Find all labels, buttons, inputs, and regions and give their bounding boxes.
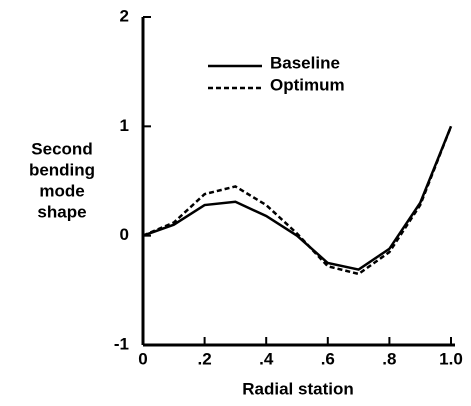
legend-label: Baseline bbox=[270, 53, 340, 72]
y-axis-label: shape bbox=[37, 202, 86, 221]
y-axis-label: mode bbox=[39, 181, 84, 200]
y-axis-label: Second bbox=[31, 139, 92, 158]
x-tick-label: 0 bbox=[138, 349, 147, 368]
x-tick-label: .8 bbox=[382, 349, 396, 368]
y-tick-label: 0 bbox=[120, 225, 129, 244]
y-tick-label: 2 bbox=[120, 6, 129, 25]
series-line bbox=[142, 125, 453, 276]
x-tick-label: 1.0 bbox=[439, 349, 463, 368]
legend-label: Optimum bbox=[270, 75, 345, 94]
x-tick-label: .2 bbox=[198, 349, 212, 368]
y-tick-label: 1 bbox=[120, 116, 129, 135]
x-tick-label: .4 bbox=[259, 349, 274, 368]
x-axis-label: Radial station bbox=[242, 379, 353, 398]
x-tick-label: .6 bbox=[321, 349, 335, 368]
series-line bbox=[142, 125, 453, 271]
y-tick-label: -1 bbox=[114, 334, 129, 353]
y-axis-label: bending bbox=[29, 160, 95, 179]
